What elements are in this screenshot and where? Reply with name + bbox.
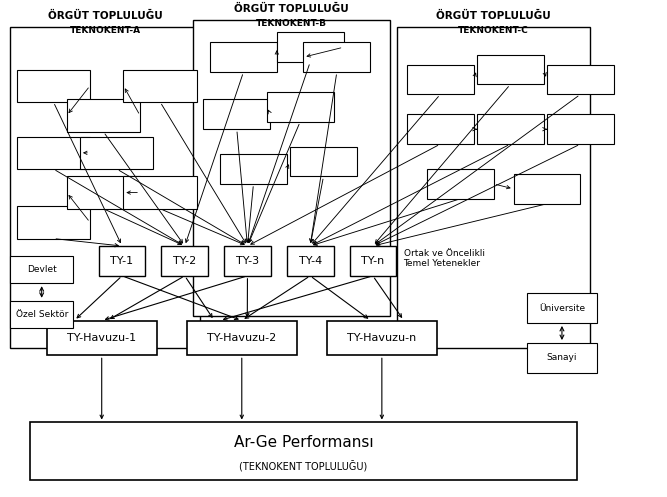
- Bar: [161, 246, 208, 276]
- Bar: [397, 27, 590, 348]
- Bar: [527, 293, 597, 323]
- Text: TY-3: TY-3: [236, 256, 259, 266]
- Bar: [287, 246, 334, 276]
- Bar: [10, 27, 200, 348]
- Bar: [17, 206, 90, 239]
- Text: TEKNOKENT-C: TEKNOKENT-C: [458, 26, 529, 35]
- Bar: [123, 70, 197, 102]
- Bar: [17, 70, 90, 102]
- Bar: [477, 55, 544, 84]
- Bar: [290, 147, 357, 176]
- Bar: [527, 343, 597, 373]
- Text: TY-4: TY-4: [299, 256, 321, 266]
- Text: Üniversite: Üniversite: [539, 304, 585, 313]
- Bar: [477, 114, 544, 144]
- Bar: [350, 246, 396, 276]
- Text: Devlet: Devlet: [27, 265, 57, 274]
- Bar: [407, 65, 474, 94]
- Bar: [10, 301, 73, 328]
- Text: ÖRGÜT TOPLULUĞU: ÖRGÜT TOPLULUĞU: [436, 11, 551, 21]
- Text: TY-Havuzu-2: TY-Havuzu-2: [207, 333, 276, 343]
- Text: Ar-Ge Performansı: Ar-Ge Performansı: [233, 435, 374, 450]
- Text: TY-1: TY-1: [111, 256, 133, 266]
- Bar: [220, 154, 287, 184]
- Bar: [10, 256, 73, 283]
- Text: Özel Sektör: Özel Sektör: [15, 310, 68, 319]
- Text: (TEKNOKENT TOPLULUĞU): (TEKNOKENT TOPLULUĞU): [239, 460, 368, 471]
- Text: Sanayi: Sanayi: [547, 353, 577, 362]
- Bar: [67, 99, 140, 132]
- Text: TY-2: TY-2: [173, 256, 196, 266]
- Bar: [203, 99, 270, 129]
- Text: Ortak ve Öncelikli
Temel Yetenekler: Ortak ve Öncelikli Temel Yetenekler: [404, 248, 484, 268]
- Bar: [187, 321, 297, 355]
- Text: TEKNOKENT-A: TEKNOKENT-A: [69, 26, 141, 35]
- Bar: [193, 20, 390, 316]
- Bar: [47, 321, 157, 355]
- Bar: [123, 176, 197, 209]
- Bar: [547, 65, 614, 94]
- Bar: [514, 174, 580, 204]
- Bar: [547, 114, 614, 144]
- Bar: [80, 137, 153, 169]
- Bar: [303, 42, 370, 72]
- Bar: [30, 422, 577, 480]
- Text: TY-n: TY-n: [362, 256, 384, 266]
- Bar: [99, 246, 145, 276]
- Text: ÖRGÜT TOPLULUĞU: ÖRGÜT TOPLULUĞU: [234, 4, 350, 14]
- Text: ÖRGÜT TOPLULUĞU: ÖRGÜT TOPLULUĞU: [47, 11, 163, 21]
- Bar: [407, 114, 474, 144]
- Bar: [327, 321, 437, 355]
- Bar: [427, 169, 494, 199]
- Bar: [267, 92, 334, 122]
- Text: TY-Havuzu-n: TY-Havuzu-n: [348, 333, 416, 343]
- Bar: [67, 176, 140, 209]
- Text: TEKNOKENT-B: TEKNOKENT-B: [256, 19, 327, 28]
- Bar: [224, 246, 271, 276]
- Bar: [17, 137, 90, 169]
- Bar: [277, 32, 344, 62]
- Text: TY-Havuzu-1: TY-Havuzu-1: [67, 333, 136, 343]
- Bar: [210, 42, 277, 72]
